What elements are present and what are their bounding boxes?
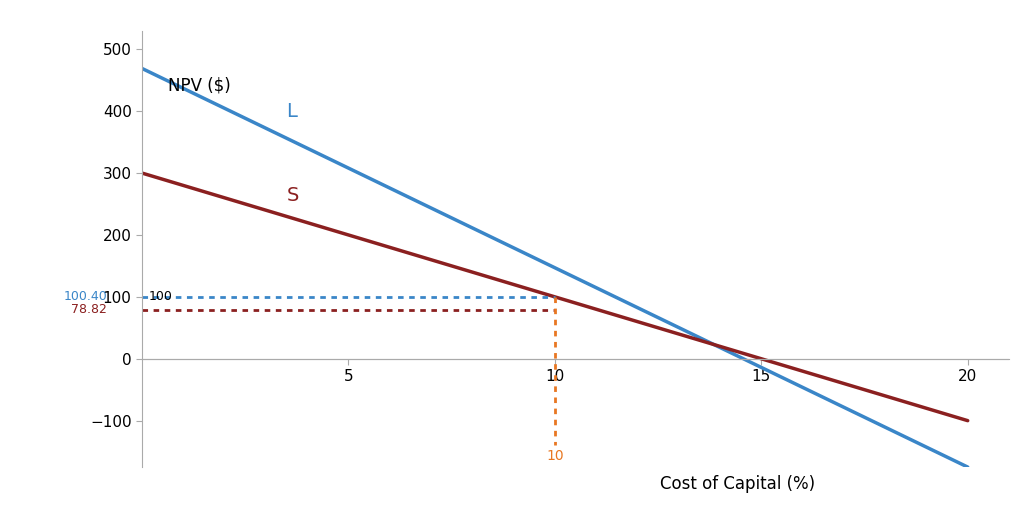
Text: NPV ($): NPV ($) xyxy=(168,77,231,94)
Text: L: L xyxy=(287,102,297,122)
Text: S: S xyxy=(287,186,299,205)
Text: 78.82: 78.82 xyxy=(71,303,106,316)
Text: Cost of Capital (%): Cost of Capital (%) xyxy=(659,475,815,493)
Text: 10: 10 xyxy=(546,449,563,463)
Text: 100.40: 100.40 xyxy=(63,290,106,303)
Text: 100: 100 xyxy=(148,290,172,303)
